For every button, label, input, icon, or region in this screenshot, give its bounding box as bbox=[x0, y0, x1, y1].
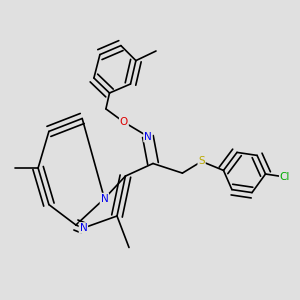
Text: N: N bbox=[144, 131, 152, 142]
Text: N: N bbox=[100, 194, 108, 204]
Text: Cl: Cl bbox=[280, 172, 290, 182]
Text: O: O bbox=[120, 117, 128, 127]
Text: N: N bbox=[80, 223, 87, 233]
Text: S: S bbox=[198, 156, 205, 167]
